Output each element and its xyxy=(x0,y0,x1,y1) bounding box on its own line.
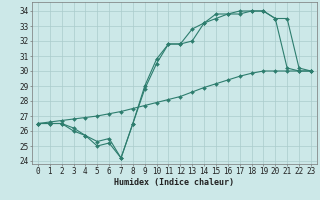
X-axis label: Humidex (Indice chaleur): Humidex (Indice chaleur) xyxy=(115,178,234,187)
